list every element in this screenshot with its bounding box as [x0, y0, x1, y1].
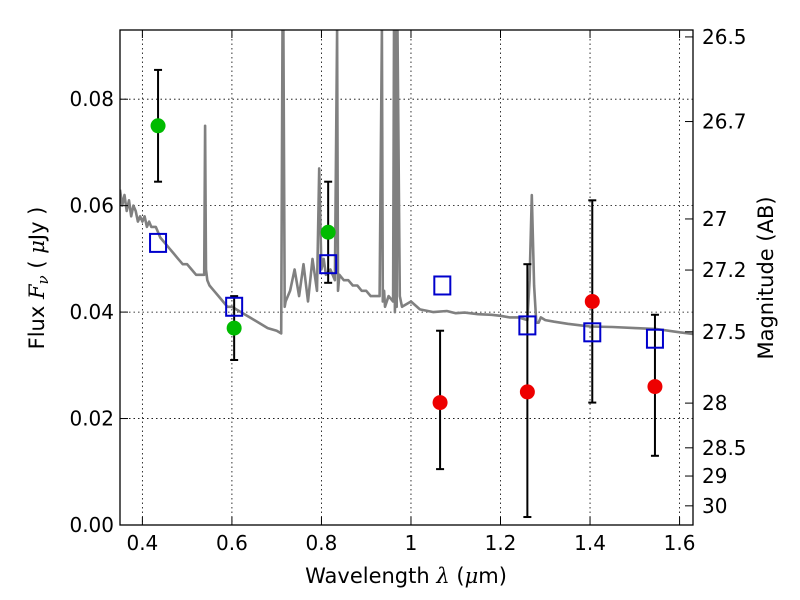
hst-data-point: [584, 293, 600, 309]
grid: [120, 30, 693, 526]
axis-ticks: 0.4 0.6 0.8 1 1.2 1.4 1.6 0.00 0.02 0.04 0.06 0.08 2…: [69, 25, 746, 555]
y-tick-label: 0.04: [69, 300, 114, 324]
plot-frame: [119, 29, 694, 526]
hst-data-point: [519, 384, 535, 400]
y2-axis-label: Magnitude (AB): [754, 196, 778, 359]
synthetic-photometry-marker: [518, 315, 537, 336]
plot-area: [120, 30, 693, 519]
y2-tick-label: 30: [702, 494, 727, 518]
x-tick-label: 1.2: [485, 531, 517, 555]
x-tick-label: 1.6: [664, 531, 696, 555]
y2-tick-label: 29: [702, 464, 727, 488]
y2-tick-label: 26.5: [702, 25, 747, 49]
y2-tick-label: 27.2: [702, 258, 747, 282]
hst-data-point: [432, 395, 448, 411]
y2-tick-label: 27: [702, 207, 727, 231]
ground-data-point: [320, 224, 336, 240]
y-tick-label: 0.00: [69, 513, 114, 537]
y-tick-label: 0.02: [69, 407, 114, 431]
y2-tick-label: 26.7: [702, 110, 747, 134]
synthetic-photometry-marker: [149, 232, 168, 253]
x-tick-label: 0.4: [126, 531, 158, 555]
synthetic-photometry-marker: [225, 296, 244, 317]
y-tick-label: 0.06: [69, 194, 114, 218]
hst-data-point: [647, 379, 663, 395]
x-tick-label: 1: [405, 531, 418, 555]
synthetic-photometry-marker: [319, 254, 338, 275]
x-tick-label: 1.4: [574, 531, 606, 555]
x-tick-label: 0.6: [216, 531, 248, 555]
y-axis-label: Flux Fν ( μJy ): [25, 207, 52, 350]
y2-tick-label: 28: [702, 391, 727, 415]
ground-data-point: [226, 320, 242, 336]
model-sed-line: [120, 30, 693, 336]
synthetic-photometry-marker: [433, 275, 452, 296]
ground-data-point: [150, 118, 166, 134]
x-axis-label: Wavelength λ (μm): [305, 564, 507, 588]
y2-tick-label: 27.5: [702, 320, 747, 344]
synthetic-photometry-marker: [583, 322, 602, 343]
synthetic-photometry-marker: [645, 328, 664, 349]
y-tick-label: 0.08: [69, 87, 114, 111]
y2-tick-label: 28.5: [702, 436, 747, 460]
x-tick-label: 0.8: [306, 531, 338, 555]
